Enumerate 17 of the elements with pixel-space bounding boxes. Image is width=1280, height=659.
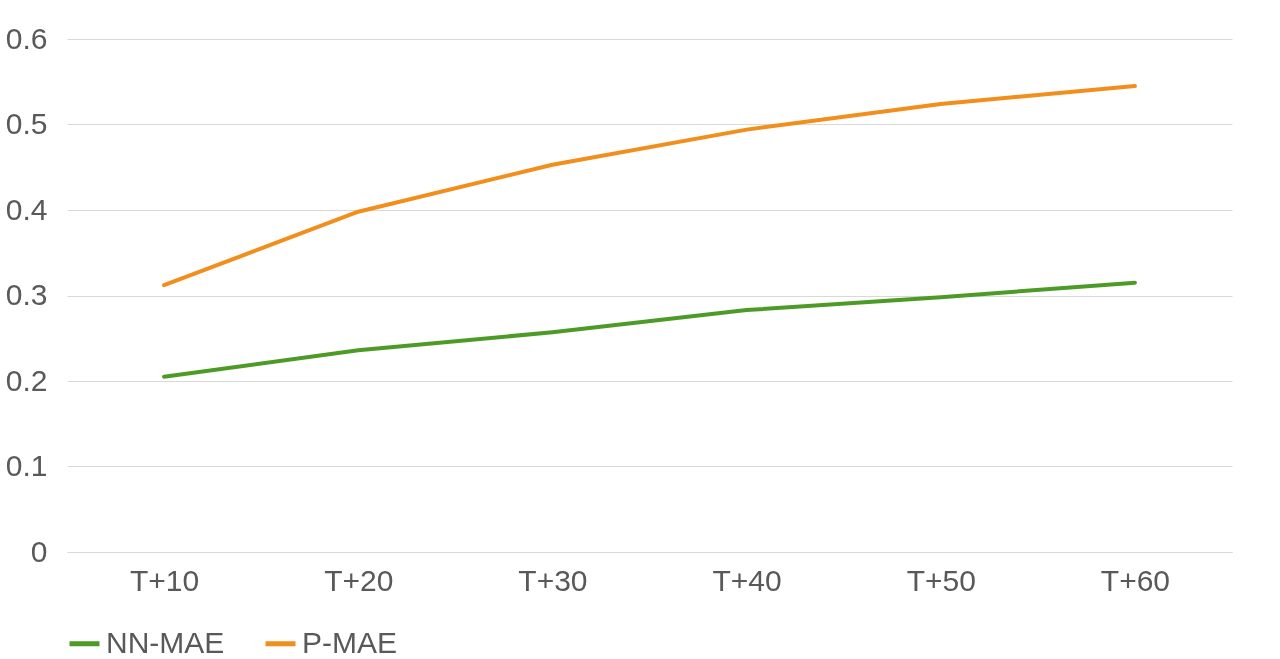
y-tick-label: 0.1: [5, 449, 48, 482]
line-series: [162, 280, 1137, 379]
y-tick-label: 0.5: [5, 107, 48, 140]
x-tick-label: T+50: [906, 563, 976, 597]
y-tick-label: 0: [30, 534, 48, 568]
y-tick-label: 0.2: [5, 363, 48, 397]
y-tick-label: 0.4: [5, 192, 48, 226]
legend-label: NN-MAE: [106, 625, 225, 659]
y-tick-label: 0.6: [5, 21, 48, 55]
x-tick-label: T+60: [1100, 563, 1171, 597]
y-tick-label: 0.3: [5, 278, 48, 311]
x-tick-label: T+30: [518, 563, 588, 597]
legend-label: P-MAE: [302, 625, 398, 659]
line-series: [162, 84, 1137, 288]
x-tick-label: T+10: [129, 563, 200, 597]
x-tick-label: T+20: [324, 563, 394, 597]
x-tick-label: T+40: [712, 563, 782, 597]
